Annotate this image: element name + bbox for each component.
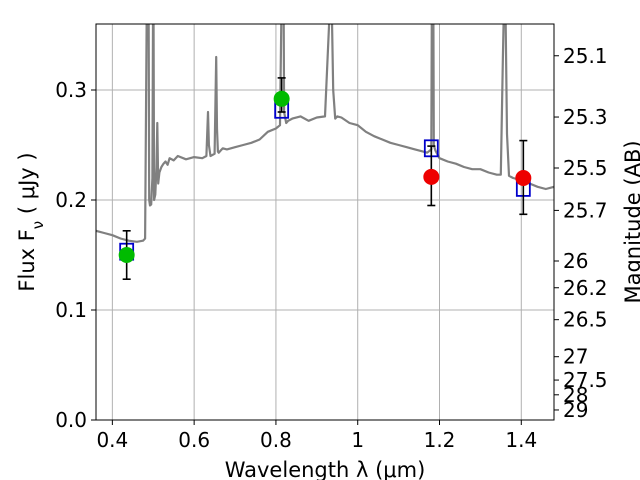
y-tick-label: 0.1	[55, 298, 87, 322]
right-tick-label: 26	[563, 249, 588, 273]
y-tick-label: 0.2	[55, 188, 87, 212]
x-tick-label: 1	[351, 428, 364, 452]
observed-flux-point	[515, 170, 532, 186]
axis-ticks: 0.4 0.6 0.8 1 1.2 1.4 0.0 0.1 0.2 0.3 25.1 25.3 25.5…	[55, 44, 607, 452]
right-tick-label: 25.5	[563, 156, 608, 180]
y-tick-label: 0.3	[55, 78, 87, 102]
y-axis-label: Flux Fν ( μJy )	[15, 152, 47, 291]
grid	[96, 24, 554, 421]
plot-frame	[95, 23, 555, 421]
right-tick-label: 26.2	[563, 276, 608, 300]
x-axis-label: Wavelength λ (μm)	[225, 458, 426, 480]
right-tick-label: 28	[563, 383, 588, 407]
right-axis-label: Magnitude (AB)	[621, 140, 640, 303]
observed-flux-point	[273, 90, 290, 107]
x-tick-label: 0.8	[260, 428, 292, 452]
right-tick-label: 26.5	[563, 308, 608, 332]
x-tick-label: 0.4	[96, 428, 128, 452]
x-tick-label: 0.6	[178, 428, 210, 452]
x-tick-label: 1.4	[505, 428, 537, 452]
observed-flux-point	[118, 247, 135, 263]
spectrum-line	[96, 24, 554, 243]
observed-flux-point	[423, 168, 440, 185]
right-tick-label: 29	[563, 398, 588, 422]
x-tick-label: 1.2	[424, 428, 456, 452]
right-tick-label: 27	[563, 345, 588, 369]
right-tick-label: 25.7	[563, 198, 608, 222]
y-tick-label: 0.0	[55, 408, 87, 432]
right-tick-label: 25.1	[563, 44, 608, 68]
right-tick-label: 25.3	[563, 105, 608, 129]
right-tick-label: 27.5	[563, 368, 608, 392]
plot-area	[96, 24, 554, 281]
